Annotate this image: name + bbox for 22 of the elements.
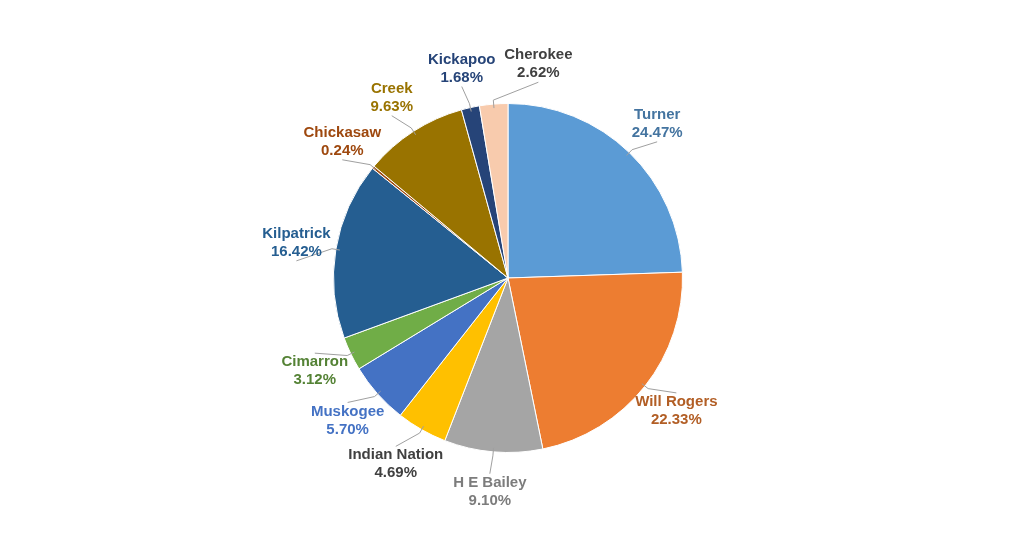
data-label: 1.68% xyxy=(440,67,484,85)
data-label: 9.63% xyxy=(370,96,414,114)
data-label: 3.12% xyxy=(293,370,337,388)
data-label: 4.69% xyxy=(374,463,418,481)
data-label: 22.33% xyxy=(650,410,702,428)
slice-label: Indian Nation xyxy=(348,445,444,463)
slice-label: Cimarron xyxy=(281,352,349,370)
slice-label: Kilpatrick xyxy=(262,223,332,241)
data-label: 24.47% xyxy=(631,122,683,140)
slice-label: Cherokee xyxy=(504,45,573,63)
slice-label: H E Bailey xyxy=(453,472,528,490)
slice-label: Creek xyxy=(370,78,414,96)
slice-label: Turner xyxy=(633,104,681,122)
data-label: 5.70% xyxy=(326,419,369,437)
slice-label: Kickapoo xyxy=(427,49,496,67)
data-label: 9.10% xyxy=(468,490,512,508)
slice-label: Will Rogers xyxy=(635,392,718,410)
data-label: 16.42% xyxy=(270,241,322,259)
slice-label: Muskogee xyxy=(310,401,385,419)
slice-label: Chickasaw xyxy=(303,122,382,140)
data-label: 0.24% xyxy=(321,140,364,158)
data-label: 2.62% xyxy=(517,63,560,81)
